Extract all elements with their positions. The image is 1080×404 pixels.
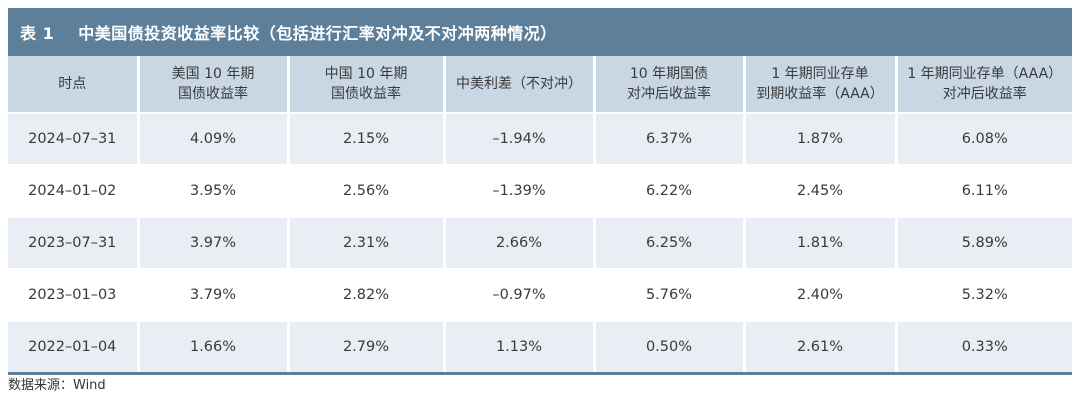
header-cell-ncd-hedged: 1 年期同业存单（AAA） 对冲后收益率 bbox=[894, 56, 1072, 113]
header-cell-ncd-ytm: 1 年期同业存单 到期收益率（AAA） bbox=[742, 56, 896, 113]
cell-10y-hedged: 6.25% bbox=[592, 217, 744, 269]
data-source-note: 数据来源：Wind bbox=[8, 378, 106, 393]
cell-cn-10y: 2.82% bbox=[286, 269, 444, 321]
cell-us-10y: 4.09% bbox=[136, 113, 288, 165]
cell-10y-hedged: 0.50% bbox=[592, 321, 744, 372]
header-cell-cn-10y: 中国 10 年期 国债收益率 bbox=[286, 56, 444, 113]
yield-comparison-table: 时点 美国 10 年期 国债收益率 中国 10 年期 国债收益率 中美利差（不对冲）… bbox=[8, 56, 1072, 372]
table-row: 2022–01–04 1.66% 2.79% 1.13% 0.50% 2.61%… bbox=[8, 321, 1072, 372]
table-title: 中美国债投资收益率比较（包括进行汇率对冲及不对冲两种情况） bbox=[78, 24, 557, 43]
table-number: 表 1 bbox=[20, 24, 55, 43]
cell-us-10y: 3.95% bbox=[136, 165, 288, 217]
header-row: 时点 美国 10 年期 国债收益率 中国 10 年期 国债收益率 中美利差（不对冲）… bbox=[8, 56, 1072, 113]
header-cell-date: 时点 bbox=[8, 56, 138, 113]
cell-date: 2024–01–02 bbox=[8, 165, 138, 217]
cell-spread: –0.97% bbox=[442, 269, 594, 321]
cell-spread: –1.39% bbox=[442, 165, 594, 217]
cell-ncd-hedged: 5.32% bbox=[894, 269, 1072, 321]
cell-10y-hedged: 6.37% bbox=[592, 113, 744, 165]
cell-cn-10y: 2.56% bbox=[286, 165, 444, 217]
cell-date: 2023–07–31 bbox=[8, 217, 138, 269]
cell-ncd-ytm: 1.81% bbox=[742, 217, 896, 269]
cell-cn-10y: 2.31% bbox=[286, 217, 444, 269]
cell-cn-10y: 2.15% bbox=[286, 113, 444, 165]
cell-ncd-hedged: 5.89% bbox=[894, 217, 1072, 269]
cell-10y-hedged: 6.22% bbox=[592, 165, 744, 217]
table-bottom-rule bbox=[8, 372, 1072, 375]
cell-ncd-hedged: 6.08% bbox=[894, 113, 1072, 165]
table-title-bar: 表 1 中美国债投资收益率比较（包括进行汇率对冲及不对冲两种情况） bbox=[8, 8, 1072, 56]
header-cell-10y-hedged: 10 年期国债 对冲后收益率 bbox=[592, 56, 744, 113]
cell-date: 2023–01–03 bbox=[8, 269, 138, 321]
cell-us-10y: 1.66% bbox=[136, 321, 288, 372]
cell-cn-10y: 2.79% bbox=[286, 321, 444, 372]
header-cell-us-10y: 美国 10 年期 国债收益率 bbox=[136, 56, 288, 113]
cell-spread: 1.13% bbox=[442, 321, 594, 372]
header-cell-spread: 中美利差（不对冲） bbox=[442, 56, 594, 113]
cell-ncd-ytm: 2.40% bbox=[742, 269, 896, 321]
cell-10y-hedged: 5.76% bbox=[592, 269, 744, 321]
cell-ncd-ytm: 2.61% bbox=[742, 321, 896, 372]
cell-date: 2024–07–31 bbox=[8, 113, 138, 165]
cell-us-10y: 3.79% bbox=[136, 269, 288, 321]
cell-ncd-hedged: 0.33% bbox=[894, 321, 1072, 372]
cell-spread: –1.94% bbox=[442, 113, 594, 165]
cell-ncd-hedged: 6.11% bbox=[894, 165, 1072, 217]
table-container: 表 1 中美国债投资收益率比较（包括进行汇率对冲及不对冲两种情况） 时点 美国 … bbox=[8, 8, 1072, 375]
cell-date: 2022–01–04 bbox=[8, 321, 138, 372]
table-row: 2023–07–31 3.97% 2.31% 2.66% 6.25% 1.81%… bbox=[8, 217, 1072, 269]
table-row: 2024–07–31 4.09% 2.15% –1.94% 6.37% 1.87… bbox=[8, 113, 1072, 165]
cell-ncd-ytm: 1.87% bbox=[742, 113, 896, 165]
table-row: 2023–01–03 3.79% 2.82% –0.97% 5.76% 2.40… bbox=[8, 269, 1072, 321]
table-row: 2024–01–02 3.95% 2.56% –1.39% 6.22% 2.45… bbox=[8, 165, 1072, 217]
cell-spread: 2.66% bbox=[442, 217, 594, 269]
cell-us-10y: 3.97% bbox=[136, 217, 288, 269]
cell-ncd-ytm: 2.45% bbox=[742, 165, 896, 217]
